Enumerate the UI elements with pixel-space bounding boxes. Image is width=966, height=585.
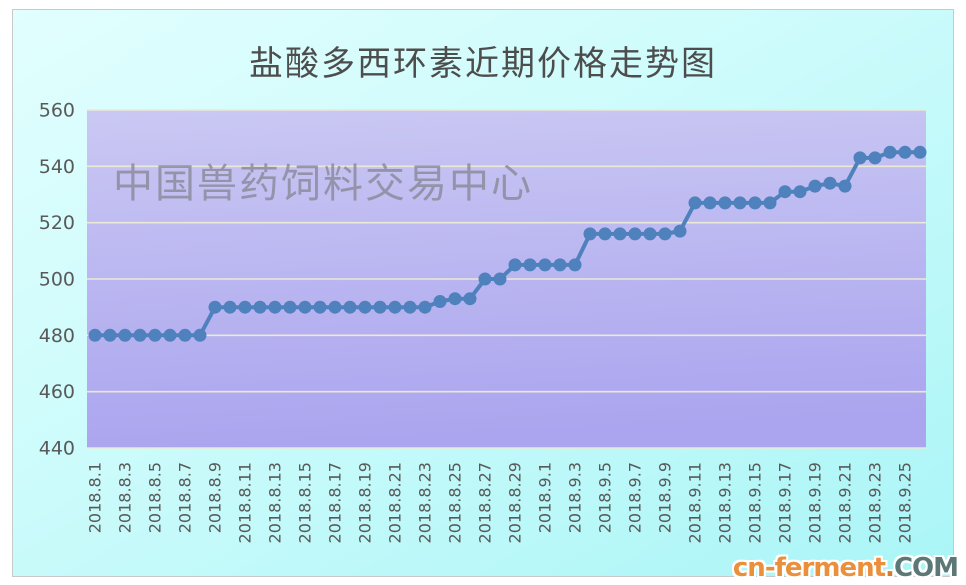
- data-point: [253, 300, 267, 314]
- data-point: [88, 328, 102, 342]
- y-tick-label: 520: [39, 212, 75, 234]
- x-tick-label: 2018.8.29: [505, 462, 524, 543]
- data-point: [388, 300, 402, 314]
- data-point: [478, 272, 492, 286]
- data-point: [718, 196, 732, 210]
- data-point: [523, 258, 537, 272]
- data-point: [463, 292, 477, 306]
- data-point: [373, 300, 387, 314]
- data-point: [853, 151, 867, 165]
- data-point: [343, 300, 357, 314]
- data-point: [433, 295, 447, 308]
- data-point: [583, 227, 597, 241]
- data-point: [868, 151, 882, 165]
- x-tick-label: 2018.9.23: [865, 462, 884, 543]
- x-tick-label: 2018.9.9: [655, 462, 674, 533]
- site-logo: cn-ferment.COM: [732, 553, 959, 583]
- y-tick-label: 480: [39, 325, 75, 347]
- x-tick-label: 2018.8.7: [175, 462, 194, 533]
- data-point: [418, 300, 432, 314]
- data-point: [178, 328, 192, 342]
- x-tick-label: 2018.9.25: [895, 462, 914, 543]
- x-tick-label: 2018.8.5: [145, 462, 164, 533]
- data-point: [268, 300, 282, 314]
- x-tick-label: 2018.9.17: [775, 462, 794, 543]
- chart-title: 盐酸多西环素近期价格走势图: [249, 46, 717, 83]
- data-point: [208, 300, 222, 314]
- data-point: [778, 185, 792, 199]
- data-point: [913, 145, 927, 159]
- x-tick-label: 2018.8.13: [265, 462, 284, 543]
- data-point: [823, 176, 837, 190]
- site-logo-brand: cn-ferment: [732, 553, 886, 583]
- data-point: [883, 145, 897, 159]
- data-point: [538, 258, 552, 272]
- data-point: [568, 258, 582, 272]
- data-point: [658, 227, 672, 241]
- data-point: [733, 196, 747, 210]
- data-point: [598, 227, 612, 241]
- x-tick-label: 2018.8.11: [235, 462, 254, 543]
- data-point: [448, 292, 462, 306]
- data-point: [508, 258, 522, 272]
- x-tick-label: 2018.8.23: [415, 462, 434, 543]
- x-tick-label: 2018.9.3: [565, 462, 584, 533]
- data-point: [763, 196, 777, 210]
- data-point: [403, 300, 417, 314]
- x-tick-label: 2018.9.21: [835, 462, 854, 543]
- data-point: [613, 227, 627, 241]
- data-point: [238, 300, 252, 314]
- y-tick-label: 500: [39, 268, 75, 290]
- data-point: [643, 227, 657, 241]
- data-point: [163, 328, 177, 342]
- data-point: [118, 328, 132, 342]
- data-point: [298, 300, 312, 314]
- data-point: [748, 196, 762, 210]
- data-point: [688, 196, 702, 210]
- x-tick-label: 2018.8.19: [355, 462, 374, 543]
- x-tick-label: 2018.8.15: [295, 462, 314, 543]
- data-point: [808, 179, 822, 193]
- x-tick-label: 2018.9.11: [685, 462, 704, 543]
- data-point: [838, 179, 852, 193]
- x-tick-label: 2018.9.19: [805, 462, 824, 543]
- site-logo-tld: COM: [893, 553, 959, 583]
- data-point: [703, 196, 717, 210]
- y-tick-label: 460: [39, 381, 75, 403]
- x-tick-label: 2018.8.1: [85, 462, 104, 533]
- x-tick-label: 2018.8.21: [385, 462, 404, 543]
- data-point: [223, 300, 237, 314]
- x-tick-label: 2018.9.13: [715, 462, 734, 543]
- x-tick-label: 2018.9.7: [625, 462, 644, 533]
- watermark-text: 中国兽药饲料交易中心: [113, 161, 533, 207]
- data-point: [628, 227, 642, 241]
- site-logo-dot: .: [885, 553, 895, 583]
- x-tick-label: 2018.9.5: [595, 462, 614, 533]
- x-tick-label: 2018.8.27: [475, 462, 494, 543]
- data-point: [313, 300, 327, 314]
- data-point: [133, 328, 147, 342]
- y-tick-label: 540: [39, 156, 75, 178]
- data-point: [493, 272, 507, 286]
- x-tick-label: 2018.8.9: [205, 462, 224, 533]
- data-point: [193, 328, 207, 342]
- x-tick-label: 2018.8.17: [325, 462, 344, 543]
- y-tick-label: 440: [39, 437, 75, 459]
- data-point: [148, 328, 162, 342]
- x-tick-label: 2018.8.3: [115, 462, 134, 533]
- data-point: [553, 258, 567, 272]
- data-point: [793, 185, 807, 199]
- data-point: [328, 300, 342, 314]
- x-tick-label: 2018.8.25: [445, 462, 464, 543]
- x-tick-label: 2018.9.15: [745, 462, 764, 543]
- chart-canvas: 盐酸多西环素近期价格走势图 440 460 480 500 520 540 560 2018.…: [12, 9, 954, 577]
- data-point: [898, 145, 912, 159]
- data-point: [358, 300, 372, 314]
- x-tick-label: 2018.9.1: [535, 462, 554, 533]
- data-point: [673, 224, 687, 238]
- data-point: [283, 300, 297, 314]
- chart-svg: 440 460 480 500 520 540 560 2018.8.1 2018.8.3 201…: [39, 99, 927, 543]
- y-tick-label: 560: [39, 99, 75, 121]
- data-point: [103, 328, 117, 342]
